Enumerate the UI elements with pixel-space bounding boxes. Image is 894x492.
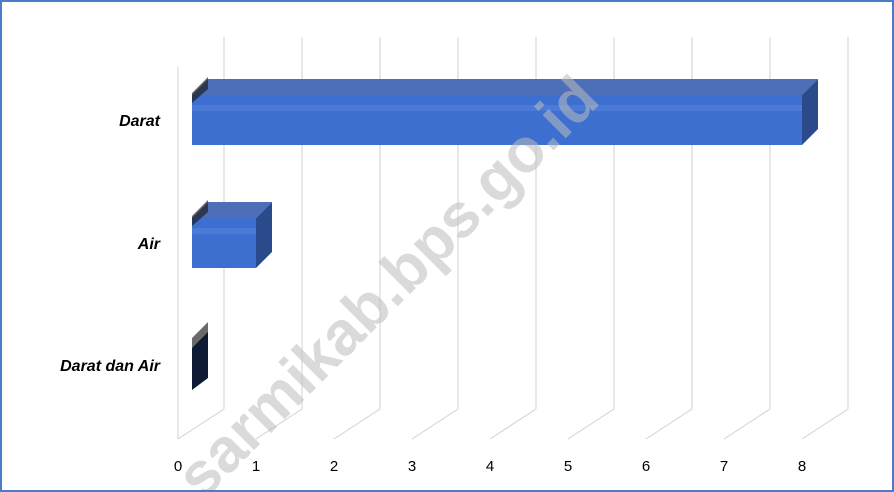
bar-top-0 [192,79,818,95]
bar-shadow-1 [192,200,208,226]
category-label: Air [137,236,161,253]
category-label: Darat [119,113,161,130]
bar-shadow-2 [192,322,208,348]
grid-line-floor [177,408,225,440]
bar-shadow-0 [192,77,208,103]
x-tick-label: 2 [330,458,338,475]
grid-line-floor [567,408,615,440]
x-tick-label: 1 [252,458,260,475]
grid-line-floor [645,408,693,440]
x-tick-label: 6 [642,458,650,475]
bars-group [192,77,818,390]
grid-line-floor [801,408,849,440]
category-label: Darat dan Air [60,358,161,375]
category-labels: Darat Air Darat dan Air [60,113,161,375]
bar-front-0 [192,95,802,145]
grid-line-floor [489,408,537,440]
bar-front-1 [192,218,256,268]
x-tick-label: 7 [720,458,728,475]
x-tick-labels: 0 1 2 3 4 5 6 7 8 [174,458,806,475]
x-tick-label: 0 [174,458,182,475]
bar-top-1 [192,202,272,218]
x-tick-label: 5 [564,458,572,475]
grid-line-floor [255,408,303,440]
x-tick-label: 3 [408,458,416,475]
bar-side-0 [802,79,818,145]
x-tick-label: 4 [486,458,494,475]
bar-highlight-1 [192,228,256,234]
bar-side-1 [256,202,272,268]
grid-line-floor [723,408,771,440]
bar-zero-2 [192,332,208,390]
x-tick-label: 8 [798,458,806,475]
bar-highlight-0 [192,105,802,111]
grid-line-floor [411,408,459,440]
grid-line-floor [333,408,381,440]
